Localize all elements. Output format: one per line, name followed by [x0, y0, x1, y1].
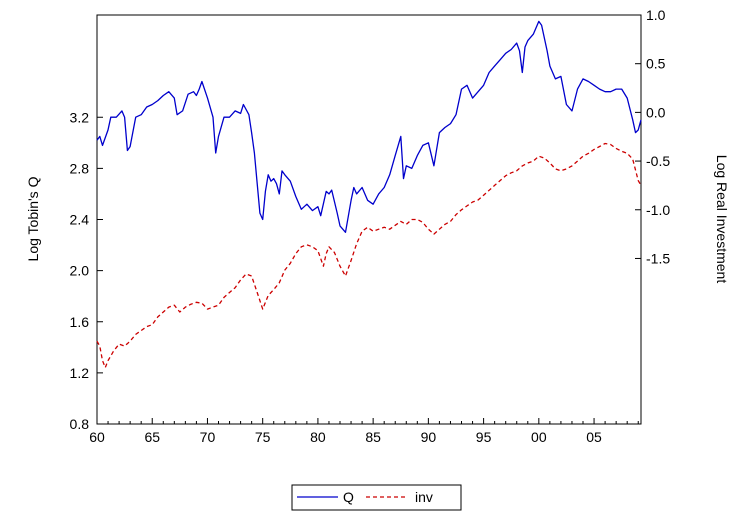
left-tick-label: 3.2 [70, 109, 90, 125]
x-tick-label: 90 [421, 429, 437, 445]
x-tick-label: 05 [586, 429, 602, 445]
x-tick-label: 70 [200, 429, 216, 445]
right-tick-label: -1.5 [646, 250, 670, 266]
left-tick-label: 2.4 [70, 212, 90, 228]
x-tick-label: 60 [89, 429, 105, 445]
right-tick-label: 0.0 [646, 104, 666, 120]
right-axis-ticks: -1.5 -1.0 -0.5 0.0 0.5 1.0 [635, 7, 670, 266]
x-tick-label: 95 [476, 429, 492, 445]
series-line-inv [96, 142, 642, 369]
series-line-q [96, 20, 642, 233]
x-tick-label: 85 [365, 429, 381, 445]
legend-inv-label: inv [415, 489, 433, 505]
left-tick-label: 0.8 [70, 416, 90, 432]
x-tick-label: 80 [310, 429, 326, 445]
right-tick-label: 1.0 [646, 7, 666, 23]
left-tick-label: 1.6 [70, 314, 90, 330]
legend: Q inv [291, 484, 462, 511]
x-axis-ticks: 60 65 70 75 80 85 90 95 00 05 [89, 418, 639, 445]
legend-q-label: Q [343, 489, 354, 505]
x-tick-label: 65 [144, 429, 160, 445]
right-tick-label: -1.0 [646, 202, 670, 218]
left-axis-title: Log Tobin's Q [25, 176, 41, 261]
x-tick-label: 00 [531, 429, 547, 445]
left-tick-label: 2.0 [70, 263, 90, 279]
left-tick-label: 2.8 [70, 160, 90, 176]
left-tick-label: 1.2 [70, 365, 90, 381]
x-tick-label: 75 [255, 429, 271, 445]
right-axis-title: Log Real Investment [714, 155, 730, 284]
series-layer [96, 20, 642, 369]
right-tick-label: 0.5 [646, 56, 666, 72]
left-axis-ticks: 0.8 1.2 1.6 2.0 2.4 2.8 3.2 [70, 109, 103, 432]
right-tick-label: -0.5 [646, 153, 670, 169]
